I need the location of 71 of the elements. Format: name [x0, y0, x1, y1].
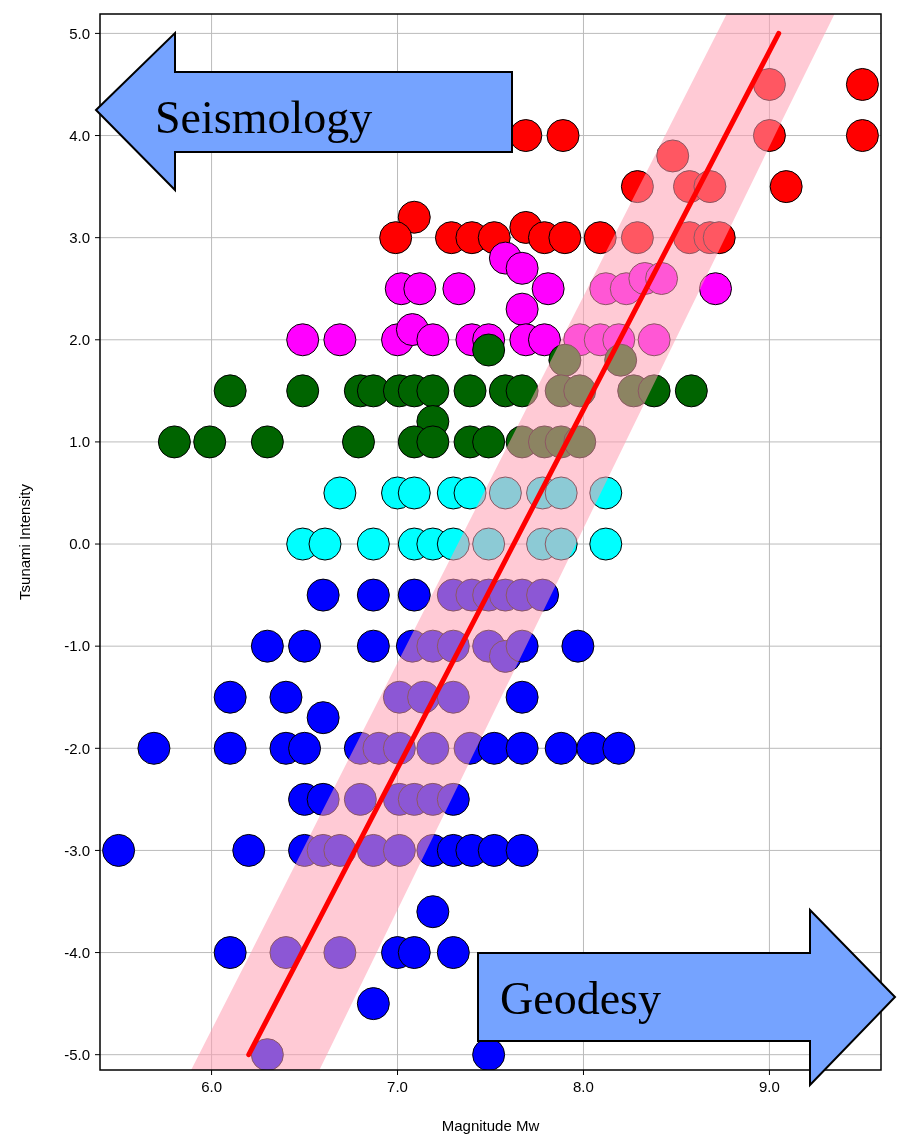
- y-tick-label: -4.0: [64, 943, 90, 961]
- point: [472, 425, 506, 459]
- point: [213, 374, 247, 408]
- point: [620, 221, 654, 255]
- point: [356, 527, 390, 561]
- point: [637, 374, 671, 408]
- point: [397, 200, 431, 234]
- point: [527, 323, 561, 357]
- point: [472, 527, 506, 561]
- x-axis-title: Magnitude Mw: [441, 1117, 540, 1134]
- y-tick-label: -5.0: [64, 1045, 90, 1063]
- point: [323, 476, 357, 510]
- point: [341, 425, 375, 459]
- point: [702, 221, 736, 255]
- point: [845, 67, 879, 101]
- point: [453, 374, 487, 408]
- point: [416, 323, 450, 357]
- point: [589, 476, 623, 510]
- point: [416, 425, 450, 459]
- point: [436, 527, 470, 561]
- point: [379, 221, 413, 255]
- point: [453, 476, 487, 510]
- point: [505, 374, 539, 408]
- point: [193, 425, 227, 459]
- point: [548, 343, 582, 377]
- point: [589, 527, 623, 561]
- y-tick-label: 2.0: [69, 331, 90, 349]
- annotation: Geodesy: [500, 973, 661, 1024]
- point: [472, 333, 506, 367]
- point: [548, 221, 582, 255]
- x-tick-label: 8.0: [573, 1078, 594, 1095]
- point: [505, 251, 539, 285]
- point: [620, 170, 654, 204]
- y-tick-label: 4.0: [69, 126, 90, 144]
- point: [157, 425, 191, 459]
- point: [531, 272, 565, 306]
- point: [403, 272, 437, 306]
- point: [699, 272, 732, 306]
- point: [286, 323, 320, 357]
- x-tick-label: 6.0: [201, 1078, 222, 1095]
- point: [397, 476, 431, 510]
- y-tick-label: -1.0: [64, 637, 90, 655]
- point: [544, 527, 578, 561]
- point: [752, 119, 786, 153]
- point: [323, 323, 357, 357]
- point: [308, 527, 342, 561]
- annotation: Seismology: [155, 92, 373, 143]
- point: [488, 476, 522, 510]
- y-tick-label: -3.0: [64, 841, 90, 859]
- y-tick-label: 0.0: [69, 535, 90, 553]
- y-tick-label: 1.0: [69, 433, 90, 451]
- x-tick-label: 9.0: [759, 1078, 780, 1095]
- point: [546, 119, 580, 153]
- point: [845, 119, 879, 153]
- point: [505, 292, 539, 326]
- point: [674, 374, 708, 408]
- y-tick-label: 5.0: [69, 24, 90, 42]
- point: [769, 170, 803, 204]
- point: [442, 272, 476, 306]
- point: [656, 139, 690, 173]
- point: [637, 323, 671, 357]
- point: [286, 374, 320, 408]
- point: [250, 425, 284, 459]
- y-tick-label: -2.0: [64, 739, 90, 757]
- point: [416, 374, 450, 408]
- point: [544, 476, 578, 510]
- x-tick-label: 7.0: [387, 1078, 408, 1095]
- y-axis-title: Tsunami Intensity: [16, 483, 33, 600]
- point: [752, 67, 786, 101]
- point: [583, 221, 617, 255]
- y-tick-label: 3.0: [69, 228, 90, 246]
